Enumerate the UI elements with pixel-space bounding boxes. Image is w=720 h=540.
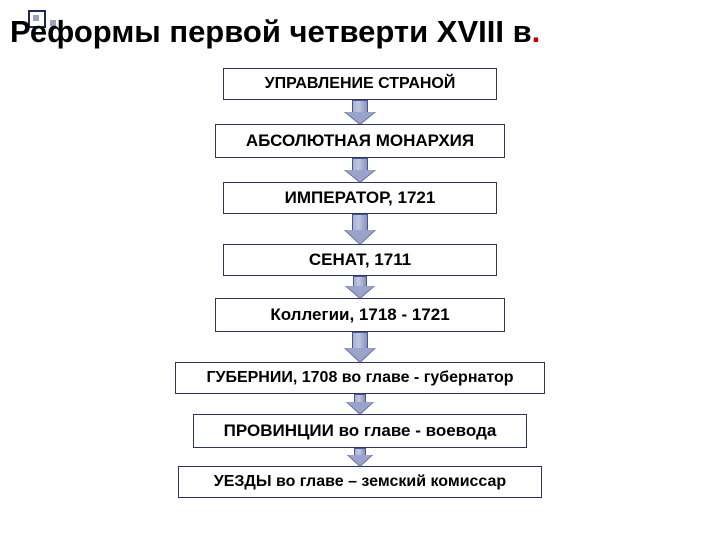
arrow-down-icon: [346, 276, 374, 298]
flow-box-label: Коллегии, 1718 - 1721: [270, 305, 449, 325]
flow-box: ИМПЕРАТОР, 1721: [223, 182, 497, 214]
flow-box-label: ПРОВИНЦИИ во главе - воевода: [224, 421, 497, 441]
flow-box-label: УПРАВЛЕНИЕ СТРАНОЙ: [265, 75, 456, 93]
arrow-down-icon: [345, 100, 375, 124]
flow-box: АБСОЛЮТНАЯ МОНАРХИЯ: [215, 124, 505, 158]
flow-box-label: ГУБЕРНИИ, 1708 во главе - губернатор: [206, 369, 513, 387]
flow-box: УПРАВЛЕНИЕ СТРАНОЙ: [223, 68, 497, 100]
flow-box: СЕНАТ, 1711: [223, 244, 497, 276]
arrow-down-icon: [347, 394, 373, 414]
slide: Реформы первой четверти XVIII в. УПРАВЛЕ…: [0, 0, 720, 540]
arrow-down-icon: [348, 448, 372, 466]
flow-box-label: УЕЗДЫ во главе – земский комиссар: [214, 473, 506, 491]
arrow-down-icon: [345, 332, 375, 362]
title-main: Реформы первой четверти XVIII в: [10, 14, 532, 49]
flow-box-label: СЕНАТ, 1711: [309, 250, 411, 270]
arrow-down-icon: [345, 214, 375, 244]
arrow-down-icon: [345, 158, 375, 182]
flow-box-label: ИМПЕРАТОР, 1721: [285, 188, 436, 208]
flowchart: УПРАВЛЕНИЕ СТРАНОЙ АБСОЛЮТНАЯ МОНАРХИЯ ИМП…: [175, 68, 545, 498]
flow-box: Коллегии, 1718 - 1721: [215, 298, 505, 332]
title-period: .: [532, 14, 541, 49]
flow-box: ПРОВИНЦИИ во главе - воевода: [193, 414, 527, 448]
page-title: Реформы первой четверти XVIII в.: [10, 14, 720, 50]
flow-box: ГУБЕРНИИ, 1708 во главе - губернатор: [175, 362, 545, 394]
flow-box: УЕЗДЫ во главе – земский комиссар: [178, 466, 542, 498]
flow-box-label: АБСОЛЮТНАЯ МОНАРХИЯ: [246, 131, 474, 151]
